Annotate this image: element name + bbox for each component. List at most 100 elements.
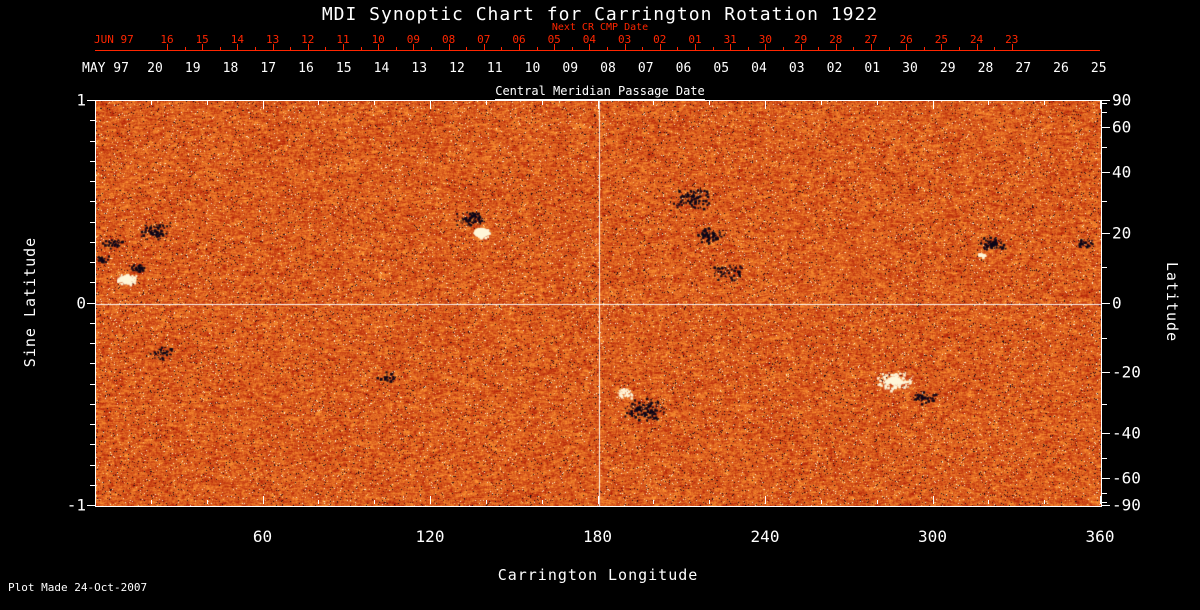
cmp-date-tick-label: 28	[977, 61, 994, 76]
red-minor-tick-mark	[501, 47, 503, 50]
x-minor-tick-top	[485, 101, 487, 105]
red-date-tick-label: 26	[899, 33, 913, 46]
red-minor-tick-mark	[431, 47, 432, 50]
next-cr-cmp-date-axis-title: Next CR CMP Date	[551, 22, 649, 33]
x-minor-tick-bottom	[318, 500, 320, 504]
latitude-tick-label: 90	[1112, 90, 1132, 110]
plot-made-date-label: Plot Made 24-Oct-2007	[8, 581, 148, 594]
red-major-tick-mark	[554, 44, 556, 50]
x-minor-tick-bottom	[653, 500, 655, 504]
longitude-tick-label: 240	[750, 527, 780, 546]
left-minor-tick	[90, 484, 95, 486]
carrington-longitude-axis-label: Carrington Longitude	[497, 566, 699, 584]
latitude-axis-label: Latitude	[1163, 261, 1181, 343]
red-minor-tick-mark	[536, 47, 538, 50]
red-date-tick-label: 15	[195, 33, 209, 46]
left-minor-tick	[90, 221, 95, 223]
x-minor-tick-bottom	[541, 500, 543, 504]
red-date-tick-label: 23	[1005, 33, 1019, 46]
x-minor-tick-top	[988, 101, 990, 105]
jun-97-month-label: JUN 97	[94, 33, 134, 46]
red-major-tick-mark	[483, 44, 485, 50]
red-major-tick-mark	[659, 44, 661, 50]
x-minor-tick-bottom	[876, 500, 878, 504]
right-minor-tick	[1102, 403, 1107, 405]
left-minor-tick	[90, 444, 95, 446]
x-major-tick-bottom	[1100, 496, 1101, 504]
red-date-tick-label: 11	[336, 33, 350, 46]
longitude-tick-label: 60	[252, 527, 273, 546]
red-date-tick-label: 05	[547, 33, 561, 46]
x-major-tick-top	[932, 101, 934, 109]
x-minor-tick-bottom	[820, 500, 822, 504]
red-minor-tick-mark	[571, 47, 573, 50]
right-major-tick	[1102, 477, 1110, 479]
red-date-tick-label: 12	[301, 33, 315, 46]
x-minor-tick-top	[876, 101, 878, 105]
cmp-date-tick-label: 07	[637, 61, 654, 76]
red-minor-tick-mark	[325, 47, 327, 50]
cmp-date-tick-label: 20	[147, 61, 163, 76]
latitude-tick-label: -20	[1112, 362, 1141, 382]
red-date-tick-label: 09	[406, 33, 421, 46]
left-minor-tick	[90, 363, 95, 365]
red-minor-tick-mark	[888, 47, 890, 50]
x-major-tick-bottom	[597, 496, 599, 504]
cmp-date-tick-label: 29	[939, 61, 956, 76]
red-major-tick-mark	[272, 44, 274, 50]
may-97-month-label: MAY 97	[82, 61, 129, 76]
x-minor-tick-bottom	[206, 500, 208, 504]
x-minor-tick-top	[206, 101, 208, 105]
x-minor-tick-top	[541, 101, 543, 105]
red-minor-tick-mark	[184, 47, 186, 50]
red-minor-tick-mark	[360, 47, 362, 50]
left-minor-tick	[90, 120, 95, 122]
red-major-tick-mark	[237, 44, 239, 50]
red-minor-tick-mark	[783, 47, 784, 50]
latitude-tick-label: 40	[1112, 162, 1132, 182]
red-minor-tick-mark	[677, 47, 679, 50]
cmp-date-tick-label: 26	[1053, 61, 1069, 76]
red-major-tick-mark	[624, 44, 626, 50]
latitude-tick-label: -40	[1112, 423, 1141, 443]
x-minor-tick-top	[318, 101, 320, 105]
longitude-tick-label: 360	[1085, 527, 1115, 546]
red-major-tick-mark	[1011, 44, 1013, 50]
left-minor-tick	[90, 140, 95, 142]
right-minor-tick	[1102, 501, 1107, 503]
right-major-tick	[1102, 302, 1110, 304]
latitude-tick-label: 60	[1112, 117, 1132, 137]
right-major-tick	[1102, 100, 1110, 101]
red-minor-tick-mark	[994, 47, 996, 50]
red-axis-line	[95, 50, 1100, 51]
red-minor-tick-mark	[395, 47, 397, 50]
x-major-tick-top	[597, 101, 599, 109]
x-major-tick-top	[765, 101, 766, 109]
right-major-tick	[1102, 233, 1110, 235]
red-minor-tick-mark	[923, 47, 925, 50]
latitude-tick-label: 20	[1112, 223, 1132, 243]
red-date-tick-label: 14	[230, 33, 245, 46]
red-minor-tick-mark	[642, 47, 644, 50]
x-minor-tick-bottom	[374, 500, 376, 504]
left-minor-tick	[90, 181, 95, 182]
latitude-tick-label: 0	[1112, 293, 1122, 312]
red-date-tick-label: 10	[371, 33, 385, 46]
right-major-tick	[1102, 371, 1110, 373]
left-minor-tick	[90, 424, 95, 425]
red-date-tick-label: 08	[441, 33, 456, 46]
red-date-tick-label: 27	[864, 33, 878, 46]
right-minor-tick	[1102, 492, 1107, 494]
sine-latitude-tick-label: -1	[66, 495, 86, 515]
cmp-date-tick-label: 10	[524, 61, 541, 76]
x-major-tick-top	[262, 101, 264, 109]
red-date-tick-label: 01	[688, 33, 702, 46]
cmp-date-tick-label: 02	[826, 61, 843, 76]
red-minor-tick-mark	[818, 47, 820, 50]
cmp-date-tick-label: 27	[1015, 61, 1032, 76]
x-minor-tick-top	[653, 101, 655, 105]
